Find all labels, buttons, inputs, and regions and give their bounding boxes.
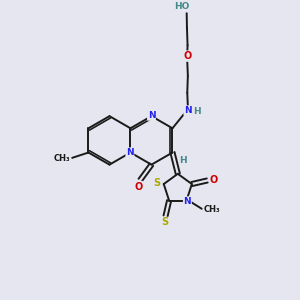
Text: N: N <box>148 111 155 120</box>
Text: CH₃: CH₃ <box>53 154 70 163</box>
Text: N: N <box>184 106 192 115</box>
Text: O: O <box>134 182 142 191</box>
Text: CH₃: CH₃ <box>203 205 220 214</box>
Text: O: O <box>183 51 192 61</box>
Text: N: N <box>126 148 134 157</box>
Text: N: N <box>184 197 191 206</box>
Text: S: S <box>154 178 161 188</box>
Text: O: O <box>210 175 218 185</box>
Text: H: H <box>194 107 201 116</box>
Text: S: S <box>161 218 169 227</box>
Text: H: H <box>180 156 187 165</box>
Text: HO: HO <box>175 2 190 11</box>
